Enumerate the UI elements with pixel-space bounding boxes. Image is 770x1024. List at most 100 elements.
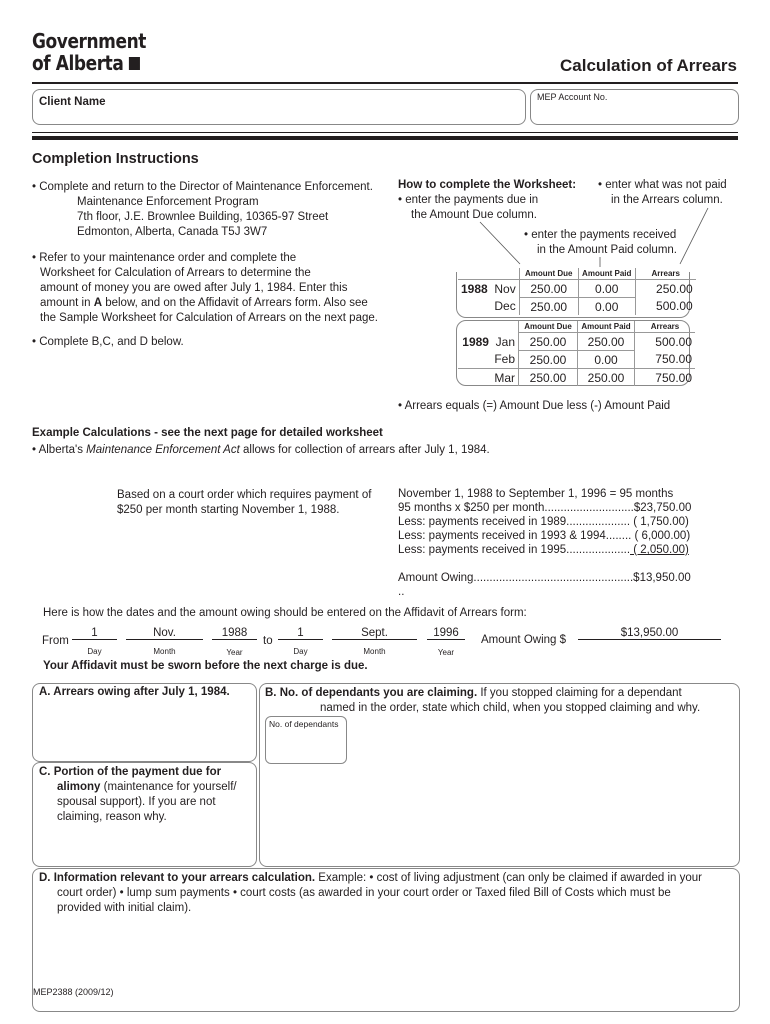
court-order-example: Based on a court order which requires pa… [117,488,371,518]
text: B. No. of dependants you are claiming. [265,687,478,699]
calc-line: Less: payments received in 1989.........… [398,516,689,528]
text-line: in the Arrears column. [611,194,723,206]
page-title: Calculation of Arrears [560,56,737,75]
col-amount-paid: Amount Paid [577,268,636,280]
text: If you stopped claiming for a dependant [477,687,682,699]
text-line: amount of money you are owed after July … [40,282,348,294]
divider [32,136,738,140]
amount-paid: 0.00 [578,297,636,315]
col-arrears: Arrears [651,269,680,278]
month: Nov [494,281,516,296]
amount-owing-line: Amount Owing............................… [398,572,691,584]
text-line: Maintenance Enforcement Program [77,196,259,208]
text: alimony [57,781,101,793]
sworn-notice: Your Affidavit must be sworn before the … [43,660,368,672]
calculation-example: November 1, 1988 to September 1, 1996 = … [398,487,691,599]
amount-due: 250.00 [518,279,579,298]
act-note: • Alberta's Maintenance Enforcement Act … [32,444,490,456]
mep-account-field[interactable]: MEP Account No. [530,89,739,125]
text: D. Information relevant to your arrears … [39,872,316,884]
amount-due: 250.00 [518,368,578,386]
form-number: MEP2388 (2009/12) [33,987,114,997]
col-amount-due: Amount Due [518,268,579,280]
text: • Alberta's [32,444,87,456]
text-line: court order) • lump sum payments • court… [57,887,671,899]
calc-line: Less: payments received in 1993 & 1994..… [398,530,691,542]
pointer-lines [479,207,709,267]
month-caption: Month [363,647,386,656]
amount-due: 250.00 [518,350,578,369]
month: Mar [494,370,515,385]
text-line: the Sample Worksheet for Calculation of … [40,312,378,324]
section-a-label: A. Arrears owing after July 1, 1984. [39,686,230,698]
text-line: named in the order, state which child, w… [320,702,701,714]
text-line: spousal support). If you are not [57,796,216,808]
month: Feb [458,350,519,369]
section-a-field[interactable]: A. Arrears owing after July 1, 1984. [32,683,257,762]
text-line: Edmonton, Alberta, Canada T5J 3W7 [77,226,268,238]
calc-line: Less: payments received in 1995.........… [398,543,691,557]
year: 1988 [461,281,488,296]
section-b-label: B. No. of dependants you are claiming. I… [265,686,700,716]
client-name-field[interactable]: Client Name [32,89,526,125]
amount-paid: 250.00 [577,368,635,386]
logo-square-icon [128,57,140,70]
arrears: 250.00 [635,279,696,298]
instruction-refer: • Refer to your maintenance order and co… [32,251,378,326]
example-title: Example Calculations - see the next page… [32,427,383,439]
year-caption: Year [226,648,243,657]
text-line: • enter the payments received [524,229,677,241]
text-line: in the Amount Paid column. [537,244,677,256]
instruction-address: • Complete and return to the Director of… [32,180,373,240]
month: Jan [495,334,515,349]
text: .. [398,586,405,598]
text-line: C. Portion of the payment due for [39,766,222,778]
text-line: • enter the payments due in [398,194,539,206]
section-b-field[interactable]: B. No. of dependants you are claiming. I… [259,683,740,867]
text-line: Worksheet for Calculation of Arrears to … [40,267,311,279]
dependants-count-field[interactable]: No. of dependants [265,716,347,764]
arrears: 500.00 [656,299,693,314]
amount-due: 250.00 [518,297,579,315]
month-caption: Month [153,647,176,656]
logo-line1: Government [32,29,146,53]
from-label: From [42,635,69,647]
act-name: Maintenance Enforcement Act [86,444,240,456]
day-caption: Day [293,647,308,656]
tip-arrears: • enter what was not paid in the Arrears… [598,178,727,208]
to-year: 1996 [427,627,465,640]
text-line: • Complete and return to the Director of… [32,181,373,193]
amount-owing-label: Amount Owing $ [481,634,567,646]
worksheet-row: 1989 Jan 250.00 250.00 500.00 [458,332,695,351]
tip-amount-due: • enter the payments due in the Amount D… [398,193,538,223]
calc-line: November 1, 1988 to September 1, 1996 = … [398,488,674,500]
to-day: 1 [278,627,323,640]
arrears: 500.00 [634,332,695,351]
calc-line: 95 months x $250 per month..............… [398,502,692,514]
text-line: amount in A below, and on the Affidavit … [40,297,368,309]
arrears-formula-note: • Arrears equals (=) Amount Due less (-)… [398,400,671,412]
arrears: 750.00 [655,370,692,385]
instructions-title: Completion Instructions [32,151,199,167]
from-year: 1988 [212,627,257,640]
logo-line2: of Alberta [32,51,124,75]
amount-owing-value: $13,950.00 [578,627,721,640]
text: allows for collection of arrears after J… [239,444,490,456]
year: 1989 [462,334,489,349]
affidavit-intro: Here is how the dates and the amount owi… [43,607,527,619]
text: (maintenance for yourself/ [100,781,237,793]
value: ( 2,050.00) [630,544,689,556]
to-label: to [263,635,273,647]
worksheet-row: Dec 250.00 0.00 500.00 [458,297,696,315]
text-line: claiming, reason why. [57,811,167,823]
divider [32,82,738,84]
divider [32,132,738,133]
dependants-label: No. of dependants [269,719,339,729]
text-line: • enter what was not paid [598,179,727,191]
arrears: 750.00 [634,350,695,369]
section-c-field[interactable]: C. Portion of the payment due for alimon… [32,762,257,867]
section-d-field[interactable]: D. Information relevant to your arrears … [32,868,740,1012]
worksheet-table-1988: Amount Due Amount Paid Arrears 1988 Nov 250… [458,268,696,315]
amount-paid: 0.00 [577,350,635,369]
text-line: $250 per month starting November 1, 1988… [117,504,340,516]
